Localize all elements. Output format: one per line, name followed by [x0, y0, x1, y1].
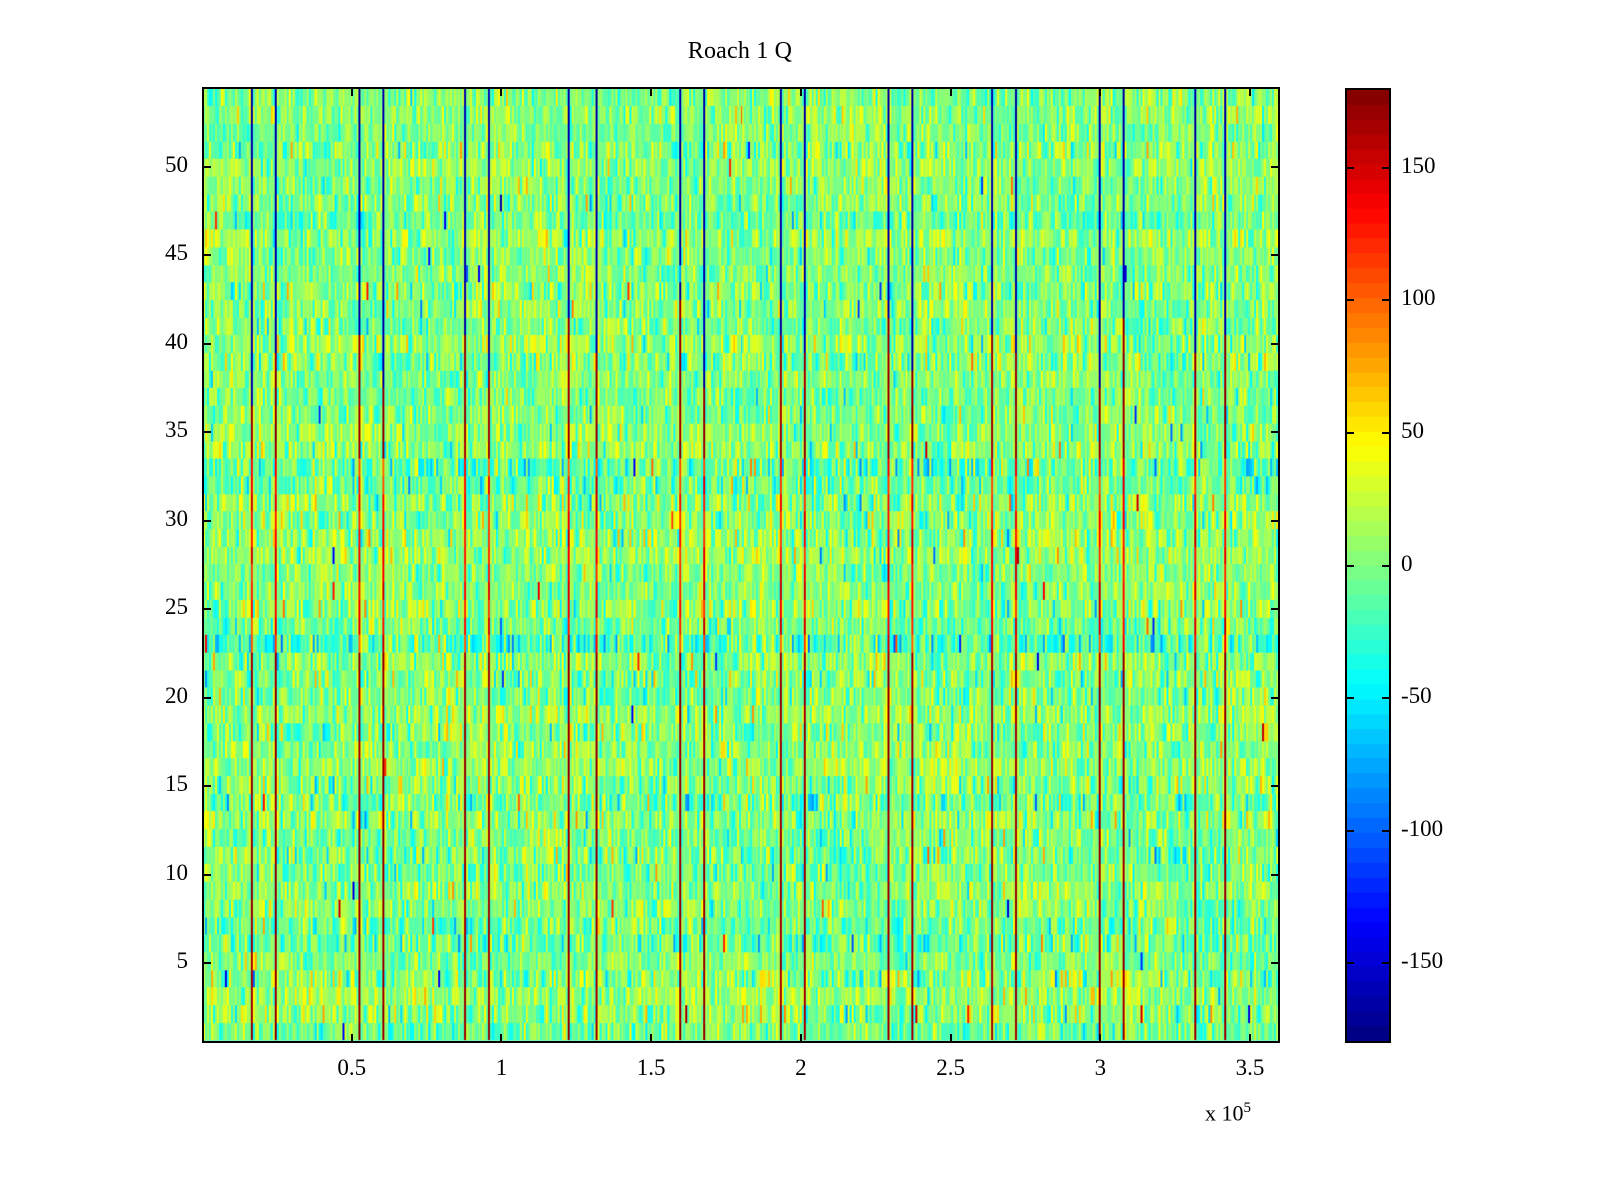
x-tick-label: 2	[795, 1055, 807, 1080]
y-tick-mark-right	[1271, 431, 1280, 434]
y-tick-label: 10	[165, 859, 188, 885]
y-tick-mark-right	[1271, 696, 1280, 699]
chart-title: Roach 1 Q	[687, 38, 793, 64]
colorbar-tick-label: 50	[1401, 417, 1424, 443]
y-tick-mark	[202, 696, 211, 699]
x-tick-mark	[1249, 1034, 1252, 1043]
y-tick-mark-right	[1271, 342, 1280, 345]
colorbar-tick-mark-right	[1382, 166, 1391, 169]
heatmap-axes[interactable]	[202, 87, 1280, 1043]
y-tick-mark	[202, 431, 211, 434]
y-tick-label: 45	[165, 240, 188, 266]
x-tick-mark-top	[350, 87, 353, 96]
y-tick-label: 25	[165, 594, 188, 620]
y-tick-label: 15	[165, 771, 188, 797]
colorbar-tick-mark-right	[1382, 564, 1391, 567]
x-tick-mark	[650, 1034, 653, 1043]
x-tick-mark	[500, 1034, 503, 1043]
y-tick-mark	[202, 785, 211, 788]
heatmap-canvas[interactable]	[204, 89, 1278, 1041]
y-tick-mark	[202, 165, 211, 168]
y-tick-label: 35	[165, 417, 188, 443]
x-tick-mark	[949, 1034, 952, 1043]
y-tick-label: 40	[165, 328, 188, 354]
colorbar-tick-label: -150	[1401, 948, 1444, 974]
x-tick-mark-top	[650, 87, 653, 96]
colorbar-tick-label: -50	[1401, 683, 1432, 709]
y-tick-mark	[202, 962, 211, 965]
y-tick-label: 30	[165, 505, 188, 531]
colorbar-tick-mark-left	[1345, 962, 1354, 965]
colorbar-tick-label: 150	[1401, 152, 1436, 178]
colorbar-tick-label: 0	[1401, 550, 1413, 576]
x-exponent-power: 5	[1243, 1100, 1252, 1116]
x-tick-label: 0.5	[337, 1055, 367, 1080]
y-tick-mark-right	[1271, 519, 1280, 522]
colorbar-tick-mark-right	[1382, 962, 1391, 965]
x-tick-mark-top	[1099, 87, 1102, 96]
x-tick-label: 3	[1094, 1055, 1107, 1080]
y-tick-mark-right	[1271, 785, 1280, 788]
x-axis-exponent-label: x 105	[1205, 1100, 1251, 1126]
x-tick-mark	[799, 1034, 802, 1043]
colorbar-tick-mark-left	[1345, 697, 1354, 700]
colorbar-tick-mark-left	[1345, 166, 1354, 169]
y-tick-label: 20	[165, 682, 188, 708]
x-tick-mark-top	[799, 87, 802, 96]
y-tick-mark-right	[1271, 608, 1280, 611]
x-tick-label: 1	[495, 1055, 508, 1080]
y-tick-mark	[202, 608, 211, 611]
y-tick-mark	[202, 873, 211, 876]
x-tick-mark-top	[500, 87, 503, 96]
colorbar-tick-mark-left	[1345, 829, 1354, 832]
x-tick-mark	[350, 1034, 353, 1043]
colorbar-tick-mark-right	[1382, 697, 1391, 700]
y-tick-label: 5	[176, 948, 189, 974]
y-tick-mark-right	[1271, 165, 1280, 168]
y-tick-mark-right	[1271, 962, 1280, 965]
x-tick-label: 2.5	[936, 1055, 965, 1080]
y-tick-mark	[202, 519, 211, 522]
colorbar-tick-mark-left	[1345, 564, 1354, 567]
x-exponent-base: x 10	[1205, 1100, 1244, 1126]
x-tick-label: 3.5	[1235, 1055, 1265, 1080]
x-tick-mark-top	[949, 87, 952, 96]
y-tick-mark-right	[1271, 873, 1280, 876]
y-tick-label: 50	[165, 151, 188, 177]
colorbar-tick-mark-right	[1382, 829, 1391, 832]
x-tick-mark-top	[1249, 87, 1252, 96]
colorbar-tick-label: -100	[1401, 815, 1444, 841]
colorbar-tick-mark-left	[1345, 299, 1354, 302]
x-tick-mark	[1099, 1034, 1102, 1043]
colorbar-tick-mark-right	[1382, 431, 1391, 434]
colorbar-tick-mark-right	[1382, 299, 1391, 302]
colorbar-tick-label: 100	[1401, 285, 1436, 311]
x-tick-label: 1.5	[636, 1055, 666, 1080]
y-tick-mark-right	[1271, 254, 1280, 257]
colorbar-tick-mark-left	[1345, 431, 1354, 434]
y-tick-mark	[202, 342, 211, 345]
y-tick-mark	[202, 254, 211, 257]
